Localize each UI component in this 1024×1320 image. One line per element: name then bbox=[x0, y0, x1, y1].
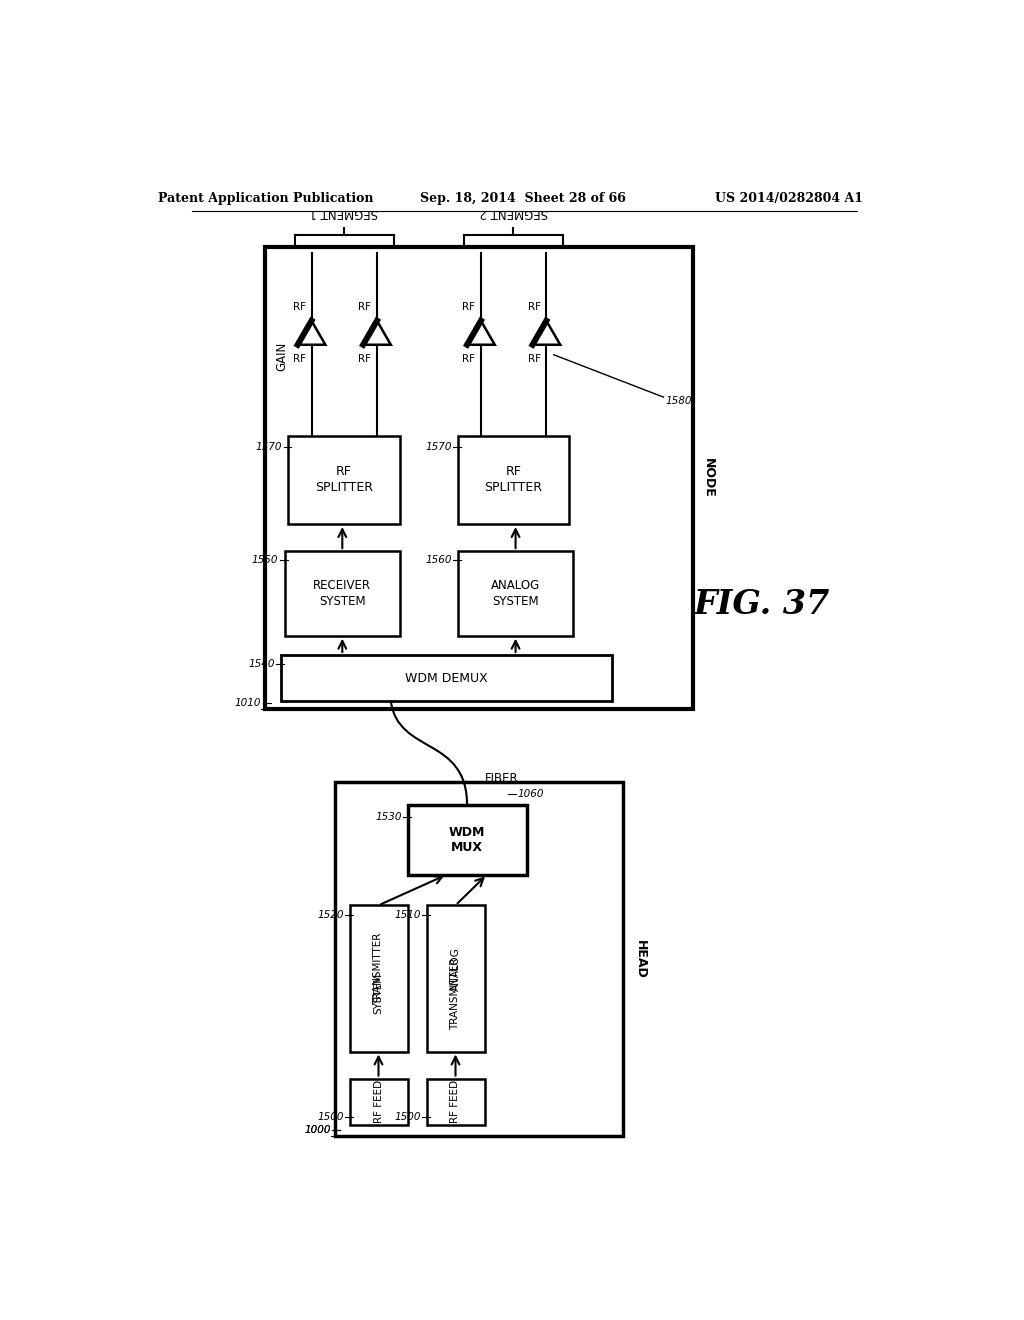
Bar bbox=[427, 1078, 484, 1125]
Text: RF: RF bbox=[358, 302, 371, 312]
Bar bbox=[289, 436, 400, 524]
Bar bbox=[350, 906, 408, 1052]
Text: WDM: WDM bbox=[449, 825, 485, 838]
Text: 1010: 1010 bbox=[234, 698, 261, 708]
Text: RF: RF bbox=[358, 354, 371, 363]
Text: RF: RF bbox=[527, 354, 541, 363]
Text: US 2014/0282804 A1: US 2014/0282804 A1 bbox=[715, 191, 863, 205]
Text: RF: RF bbox=[293, 354, 306, 363]
Bar bbox=[458, 436, 569, 524]
Bar bbox=[265, 247, 692, 709]
Text: MUX: MUX bbox=[451, 841, 483, 854]
Bar bbox=[350, 1078, 408, 1125]
Text: NODE: NODE bbox=[701, 458, 715, 498]
Text: 1520: 1520 bbox=[317, 909, 344, 920]
Text: RF FEED: RF FEED bbox=[451, 1080, 461, 1123]
Text: SPLITTER: SPLITTER bbox=[484, 480, 543, 494]
Text: WDM DEMUX: WDM DEMUX bbox=[404, 672, 487, 685]
Text: 1530: 1530 bbox=[375, 812, 401, 822]
Text: RF: RF bbox=[527, 302, 541, 312]
Text: FIG. 37: FIG. 37 bbox=[694, 589, 830, 622]
Text: SYSTEM: SYSTEM bbox=[374, 973, 384, 1014]
Text: RF FEED: RF FEED bbox=[374, 1080, 384, 1123]
Text: HEAD: HEAD bbox=[634, 940, 647, 978]
Text: 1570: 1570 bbox=[425, 442, 452, 453]
Text: ANALOG: ANALOG bbox=[451, 948, 461, 991]
Text: GAIN: GAIN bbox=[275, 342, 289, 371]
Bar bbox=[408, 805, 527, 875]
Text: FIBER: FIBER bbox=[485, 772, 518, 785]
Text: 1000: 1000 bbox=[304, 1125, 331, 1135]
Text: RECEIVER: RECEIVER bbox=[313, 579, 372, 593]
Text: 1580: 1580 bbox=[666, 396, 692, 407]
Text: SYSTEM: SYSTEM bbox=[493, 594, 539, 607]
Text: SEGMENT 2: SEGMENT 2 bbox=[479, 206, 548, 219]
Text: 1560: 1560 bbox=[425, 556, 452, 565]
Text: RF: RF bbox=[462, 302, 475, 312]
Text: Sep. 18, 2014  Sheet 28 of 66: Sep. 18, 2014 Sheet 28 of 66 bbox=[420, 191, 627, 205]
Text: 1500: 1500 bbox=[394, 1111, 421, 1122]
Text: SPLITTER: SPLITTER bbox=[314, 480, 373, 494]
Text: TRANSMITTER: TRANSMITTER bbox=[451, 958, 461, 1030]
Text: 1540: 1540 bbox=[248, 659, 274, 669]
Bar bbox=[335, 781, 624, 1137]
Bar bbox=[281, 655, 611, 701]
Text: ANALOG: ANALOG bbox=[490, 579, 541, 593]
Text: 1500: 1500 bbox=[317, 1111, 344, 1122]
Text: RF: RF bbox=[336, 465, 352, 478]
Text: 1570: 1570 bbox=[256, 442, 283, 453]
Text: RF: RF bbox=[505, 465, 521, 478]
Bar bbox=[458, 552, 573, 636]
Text: RF: RF bbox=[293, 302, 306, 312]
Text: 1550: 1550 bbox=[252, 556, 279, 565]
Text: SEGMENT 1: SEGMENT 1 bbox=[309, 206, 378, 219]
Text: 1000: 1000 bbox=[304, 1125, 331, 1135]
Text: 1510: 1510 bbox=[394, 909, 421, 920]
Text: Patent Application Publication: Patent Application Publication bbox=[158, 191, 373, 205]
Text: 1060: 1060 bbox=[517, 788, 544, 799]
Text: SYSTEM: SYSTEM bbox=[319, 594, 366, 607]
Text: TRANSMITTER: TRANSMITTER bbox=[374, 933, 384, 1006]
Bar bbox=[427, 906, 484, 1052]
Bar bbox=[285, 552, 400, 636]
Text: RF: RF bbox=[462, 354, 475, 363]
